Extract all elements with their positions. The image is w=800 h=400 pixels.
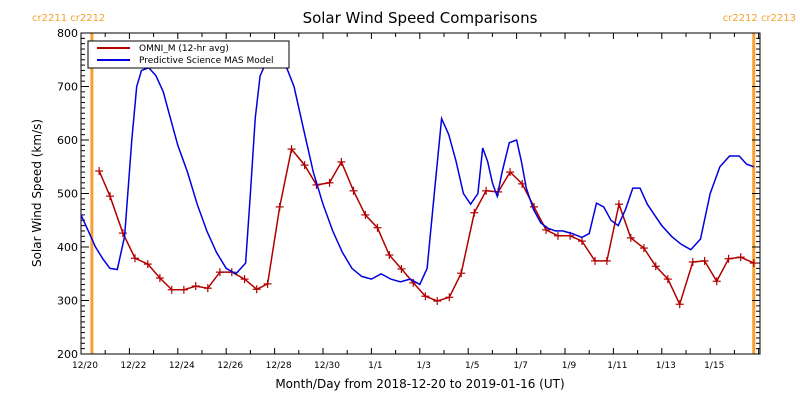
omni-data-point (143, 260, 152, 269)
omni-data-point (700, 256, 709, 265)
omni-series-line (98, 147, 755, 307)
y-tick-label: 500 (57, 188, 78, 201)
x-tick-label: 1/15 (704, 361, 724, 371)
omni-data-point (749, 259, 758, 268)
omni-data-point (736, 253, 745, 262)
omni-data-point (577, 237, 586, 246)
omni-data-point (591, 256, 600, 265)
omni-data-point (349, 186, 358, 195)
omni-data-point (252, 285, 261, 294)
legend-label-model: Predictive Science MAS Model (139, 56, 274, 66)
omni-data-point (95, 167, 104, 176)
omni-data-point (470, 208, 479, 217)
y-tick-label: 300 (57, 295, 78, 308)
omni-data-point (130, 254, 139, 263)
omni-data-point (325, 178, 334, 187)
x-tick-label: 1/7 (513, 361, 527, 371)
legend: OMNI_M (12-hr avg) Predictive Science MA… (87, 40, 290, 69)
carrington-rotation-label: cr2211 cr2212 (32, 13, 105, 24)
omni-data-point (106, 192, 115, 201)
y-tick-label: 700 (57, 81, 78, 94)
omni-data-point (275, 202, 284, 211)
omni-data-point (337, 157, 346, 166)
omni-data-point (155, 274, 164, 283)
x-axis-label: Month/Day from 2018-12-20 to 2019-01-16 … (275, 377, 564, 391)
omni-data-point (167, 285, 176, 294)
x-tick-label: 12/24 (169, 361, 195, 371)
omni-data-point (385, 251, 394, 260)
x-tick-label: 1/5 (465, 361, 479, 371)
legend-box (87, 40, 290, 69)
y-tick-label: 800 (57, 27, 78, 40)
y-axis-label: Solar Wind Speed (km/s) (30, 119, 44, 267)
omni-data-point (361, 210, 370, 219)
x-tick-label: 1/11 (607, 361, 627, 371)
omni-data-point (397, 264, 406, 273)
x-tick-label: 1/9 (562, 361, 577, 371)
x-tick-label: 1/1 (368, 361, 382, 371)
x-tick-label: 12/30 (314, 361, 340, 371)
x-tick-label: 12/26 (217, 361, 243, 371)
omni-data-point (675, 300, 684, 309)
y-tick-label: 400 (57, 241, 78, 254)
legend-label-omni: OMNI_M (12-hr avg) (139, 44, 229, 54)
omni-data-point (373, 223, 382, 232)
omni-data-point (663, 275, 672, 284)
model-series-line (80, 61, 755, 286)
x-tick-label: 1/13 (656, 361, 676, 371)
x-tick-label: 1/3 (417, 361, 431, 371)
chart-title: Solar Wind Speed Comparisons (303, 9, 538, 27)
x-tick-label: 12/28 (266, 361, 292, 371)
omni-data-point (482, 186, 491, 195)
y-tick-label: 200 (57, 348, 78, 361)
omni-data-point (215, 268, 224, 277)
omni-data-point (421, 292, 430, 301)
omni-data-point (626, 233, 635, 242)
plot-frame (80, 32, 761, 355)
omni-data-point (724, 254, 733, 263)
omni-data-point (688, 257, 697, 266)
omni-data-point (300, 161, 309, 170)
omni-data-point (263, 279, 272, 288)
omni-data-point (712, 277, 721, 286)
omni-data-point (191, 282, 200, 291)
x-tick-label: 12/20 (72, 361, 98, 371)
omni-data-point (614, 200, 623, 209)
omni-data-point (179, 285, 188, 294)
omni-data-point (445, 293, 454, 302)
x-tick-label: 12/22 (120, 361, 146, 371)
omni-data-point (203, 284, 212, 293)
omni-data-point (240, 275, 249, 284)
carrington-rotation-label: cr2212 cr2213 (723, 13, 796, 24)
omni-data-point (433, 297, 442, 306)
y-tick-label: 600 (57, 134, 78, 147)
omni-data-point (506, 168, 515, 177)
omni-data-point (602, 256, 611, 265)
omni-data-point (287, 145, 296, 154)
omni-data-point (457, 269, 466, 278)
omni-data-point (639, 244, 648, 253)
omni-data-point (553, 231, 562, 240)
omni-data-point (651, 262, 660, 271)
